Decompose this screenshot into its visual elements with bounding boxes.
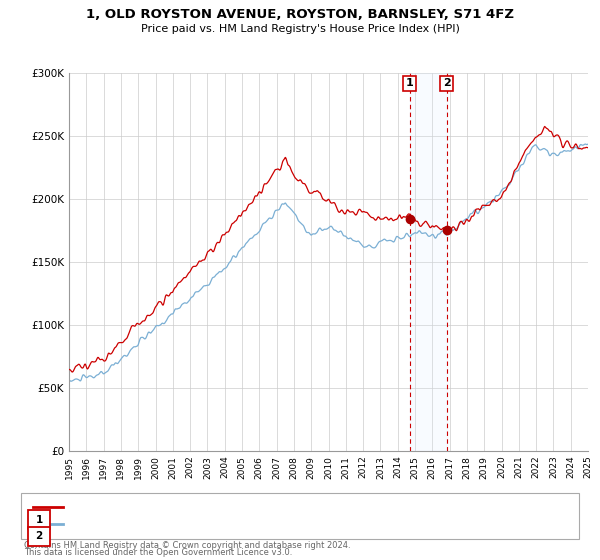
Text: HPI: Average price, detached house, Barnsley: HPI: Average price, detached house, Barn… [72,519,289,528]
Bar [410,73,446,451]
Text: 2: 2 [443,78,451,88]
Text: 12-SEP-2014: 12-SEP-2014 [63,515,132,525]
Text: 12% ↑ HPI: 12% ↑ HPI [342,515,398,525]
Text: 2: 2 [35,531,43,542]
Text: 28-OCT-2016: 28-OCT-2016 [63,531,132,542]
Text: 1, OLD ROYSTON AVENUE, ROYSTON, BARNSLEY, S71 4FZ (detached house): 1, OLD ROYSTON AVENUE, ROYSTON, BARNSLEY… [72,502,432,511]
Text: £183,950: £183,950 [198,515,248,525]
Text: This data is licensed under the Open Government Licence v3.0.: This data is licensed under the Open Gov… [24,548,292,557]
Text: Contains HM Land Registry data © Crown copyright and database right 2024.: Contains HM Land Registry data © Crown c… [24,541,350,550]
Text: 1: 1 [35,515,43,525]
Text: ≈ HPI: ≈ HPI [342,531,373,542]
Text: 1, OLD ROYSTON AVENUE, ROYSTON, BARNSLEY, S71 4FZ: 1, OLD ROYSTON AVENUE, ROYSTON, BARNSLEY… [86,8,514,21]
Text: Price paid vs. HM Land Registry's House Price Index (HPI): Price paid vs. HM Land Registry's House … [140,24,460,34]
Text: £175,000: £175,000 [198,531,248,542]
Text: 1: 1 [406,78,413,88]
